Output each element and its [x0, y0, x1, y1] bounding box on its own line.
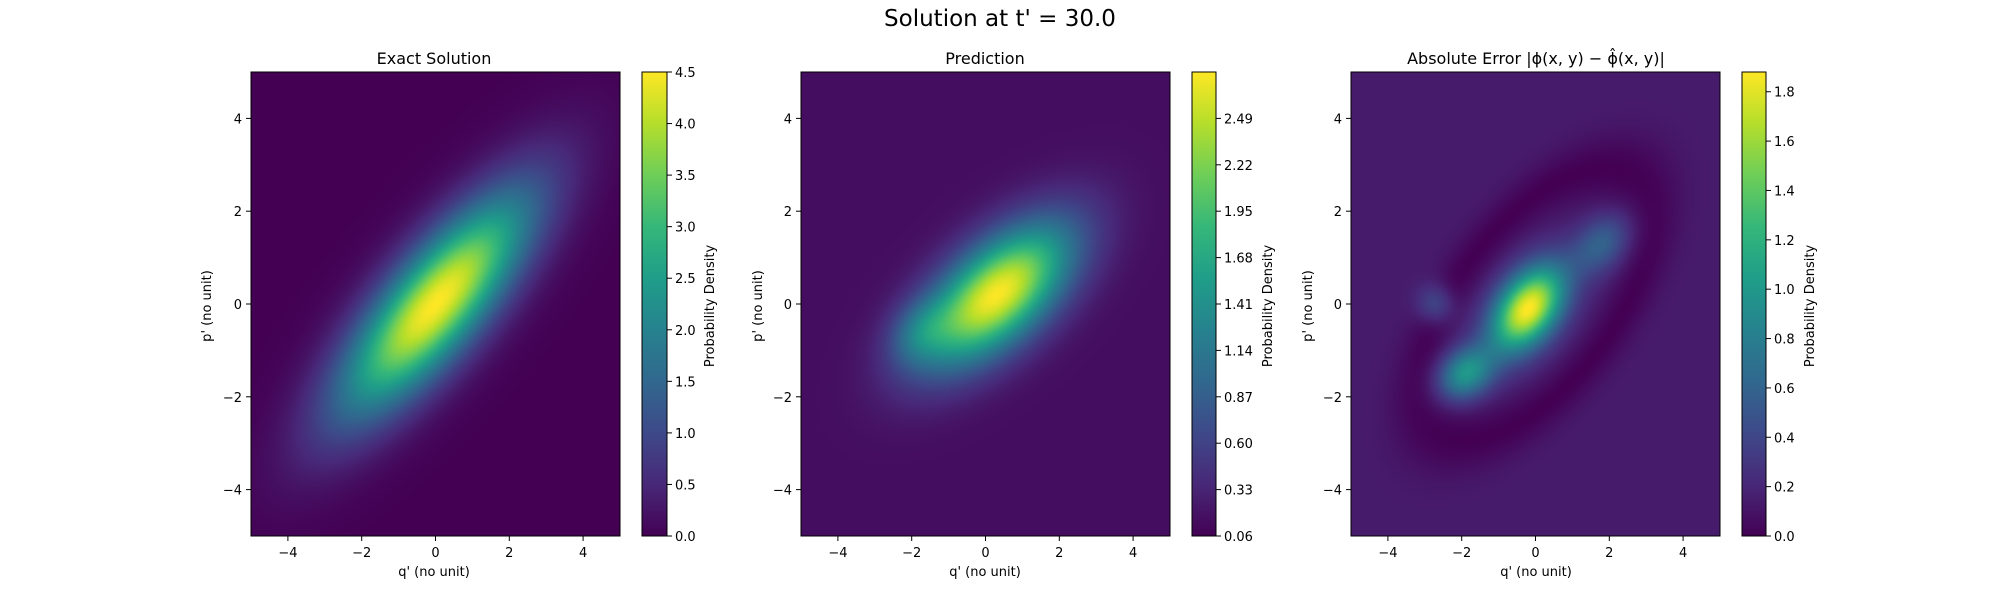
colorbar-tick-label: 1.0: [1774, 283, 1795, 298]
colorbar-tick-label: 1.8: [1774, 86, 1795, 101]
colorbar-tick-label: 0.60: [1224, 437, 1253, 452]
y-axis-label: p' (no unit): [751, 270, 766, 342]
x-axis-label: q' (no unit): [1500, 565, 1572, 580]
colorbar-tick-label: 3.5: [675, 169, 696, 184]
colorbar-label: Probability Density: [1261, 245, 1276, 368]
colorbar-tick-label: 0.06: [1224, 530, 1253, 545]
colorbar-tick-label: 1.6: [1774, 135, 1795, 150]
colorbar-tick-label: 0.8: [1774, 333, 1795, 348]
colorbar: [1191, 71, 1217, 537]
colorbar-tick-label: 3.0: [675, 221, 696, 236]
colorbar-tick-label: 0.5: [675, 478, 696, 493]
y-tick-label: 4: [784, 112, 792, 127]
y-tick-label: 0: [1334, 298, 1342, 313]
colorbar-tick-label: 0.0: [1774, 530, 1795, 545]
y-tick-label: −2: [223, 391, 242, 406]
colorbar: [641, 71, 668, 537]
colorbar-tick-label: 2.5: [675, 272, 696, 287]
y-axis-ticks: −4 −2 0 2 4: [1323, 112, 1351, 499]
y-tick-label: −2: [773, 391, 792, 406]
x-tick-label: 0: [981, 546, 989, 561]
y-tick-label: 2: [234, 205, 242, 220]
x-tick-label: −2: [902, 546, 921, 561]
colorbar-tick-label: 1.4: [1774, 184, 1795, 199]
x-axis-label: q' (no unit): [398, 565, 470, 580]
colorbar-tick-label: 0.4: [1774, 431, 1795, 446]
x-axis-ticks: −4 −2 0 2 4: [828, 536, 1137, 561]
y-tick-label: −2: [1323, 391, 1342, 406]
panel-absolute-error: Absolute Error |ϕ(x, y) − ϕ̂(x, y)| −4 −2…: [1301, 48, 1818, 580]
x-tick-label: 2: [1055, 546, 1063, 561]
y-tick-label: 2: [784, 205, 792, 220]
heatmap-image: [251, 72, 620, 536]
panel-exact-solution: Exact Solution −4 −2 0 2 4 −4 −2 0 2 4 q' (no un…: [200, 49, 718, 580]
x-tick-label: −4: [828, 546, 847, 561]
y-axis-label: p' (no unit): [200, 270, 215, 342]
y-tick-label: 4: [1334, 112, 1342, 127]
x-axis-label: q' (no unit): [949, 565, 1021, 580]
y-tick-label: −4: [773, 484, 792, 499]
heatmap-image: [1351, 72, 1720, 536]
panel-title: Prediction: [945, 49, 1024, 68]
colorbar-tick-label: 1.41: [1224, 298, 1253, 313]
x-tick-label: 4: [1679, 546, 1687, 561]
x-tick-label: −4: [1378, 546, 1397, 561]
panel-title: Exact Solution: [377, 49, 492, 68]
figure-title: Solution at t' = 30.0: [884, 6, 1116, 32]
colorbar: [1741, 71, 1767, 537]
x-tick-label: −2: [352, 546, 371, 561]
heatmap-image: [801, 72, 1170, 536]
y-axis-label: p' (no unit): [1301, 270, 1316, 342]
x-tick-label: 4: [579, 546, 587, 561]
y-tick-label: 0: [234, 298, 242, 313]
colorbar-label: Probability Density: [703, 245, 718, 368]
colorbar-tick-label: 2.0: [675, 324, 696, 339]
colorbar-ticks: 0.06 0.33 0.60 0.87 1.14 1.41 1.68 1.95 2.22 2.49: [1216, 112, 1253, 545]
colorbar-tick-label: 1.2: [1774, 234, 1795, 249]
x-tick-label: 4: [1129, 546, 1137, 561]
colorbar-tick-label: 0.87: [1224, 391, 1253, 406]
colorbar-tick-label: 1.0: [675, 427, 696, 442]
colorbar-tick-label: 1.14: [1224, 344, 1253, 359]
colorbar-tick-label: 0.0: [675, 530, 696, 545]
colorbar-tick-label: 4.0: [675, 118, 696, 133]
y-tick-label: 0: [784, 298, 792, 313]
colorbar-ticks: 0.0 0.5 1.0 1.5 2.0 2.5 3.0 3.5 4.0 4.5: [667, 66, 696, 545]
colorbar-tick-label: 2.22: [1224, 159, 1253, 174]
x-tick-label: 2: [1605, 546, 1613, 561]
y-tick-label: −4: [223, 484, 242, 499]
x-axis-ticks: −4 −2 0 2 4: [278, 536, 587, 561]
colorbar-tick-label: 0.33: [1224, 484, 1253, 499]
y-tick-label: 2: [1334, 205, 1342, 220]
colorbar-ticks: 0.0 0.2 0.4 0.6 0.8 1.0 1.2 1.4 1.6 1.8: [1766, 86, 1795, 545]
panel-title: Absolute Error |ϕ(x, y) − ϕ̂(x, y)|: [1407, 48, 1665, 68]
colorbar-tick-label: 4.5: [675, 66, 696, 81]
y-axis-ticks: −4 −2 0 2 4: [223, 112, 251, 499]
x-tick-label: 0: [431, 546, 439, 561]
colorbar-tick-label: 1.68: [1224, 252, 1253, 267]
colorbar-tick-label: 2.49: [1224, 112, 1253, 127]
y-tick-label: −4: [1323, 484, 1342, 499]
colorbar-label: Probability Density: [1803, 245, 1818, 368]
y-tick-label: 4: [234, 112, 242, 127]
colorbar-tick-label: 0.2: [1774, 481, 1795, 496]
y-axis-ticks: −4 −2 0 2 4: [773, 112, 801, 499]
x-tick-label: −4: [278, 546, 297, 561]
x-tick-label: 2: [505, 546, 513, 561]
x-axis-ticks: −4 −2 0 2 4: [1378, 536, 1687, 561]
colorbar-tick-label: 1.5: [675, 375, 696, 390]
x-tick-label: 0: [1531, 546, 1539, 561]
x-tick-label: −2: [1452, 546, 1471, 561]
colorbar-tick-label: 1.95: [1224, 205, 1253, 220]
colorbar-tick-label: 0.6: [1774, 382, 1795, 397]
